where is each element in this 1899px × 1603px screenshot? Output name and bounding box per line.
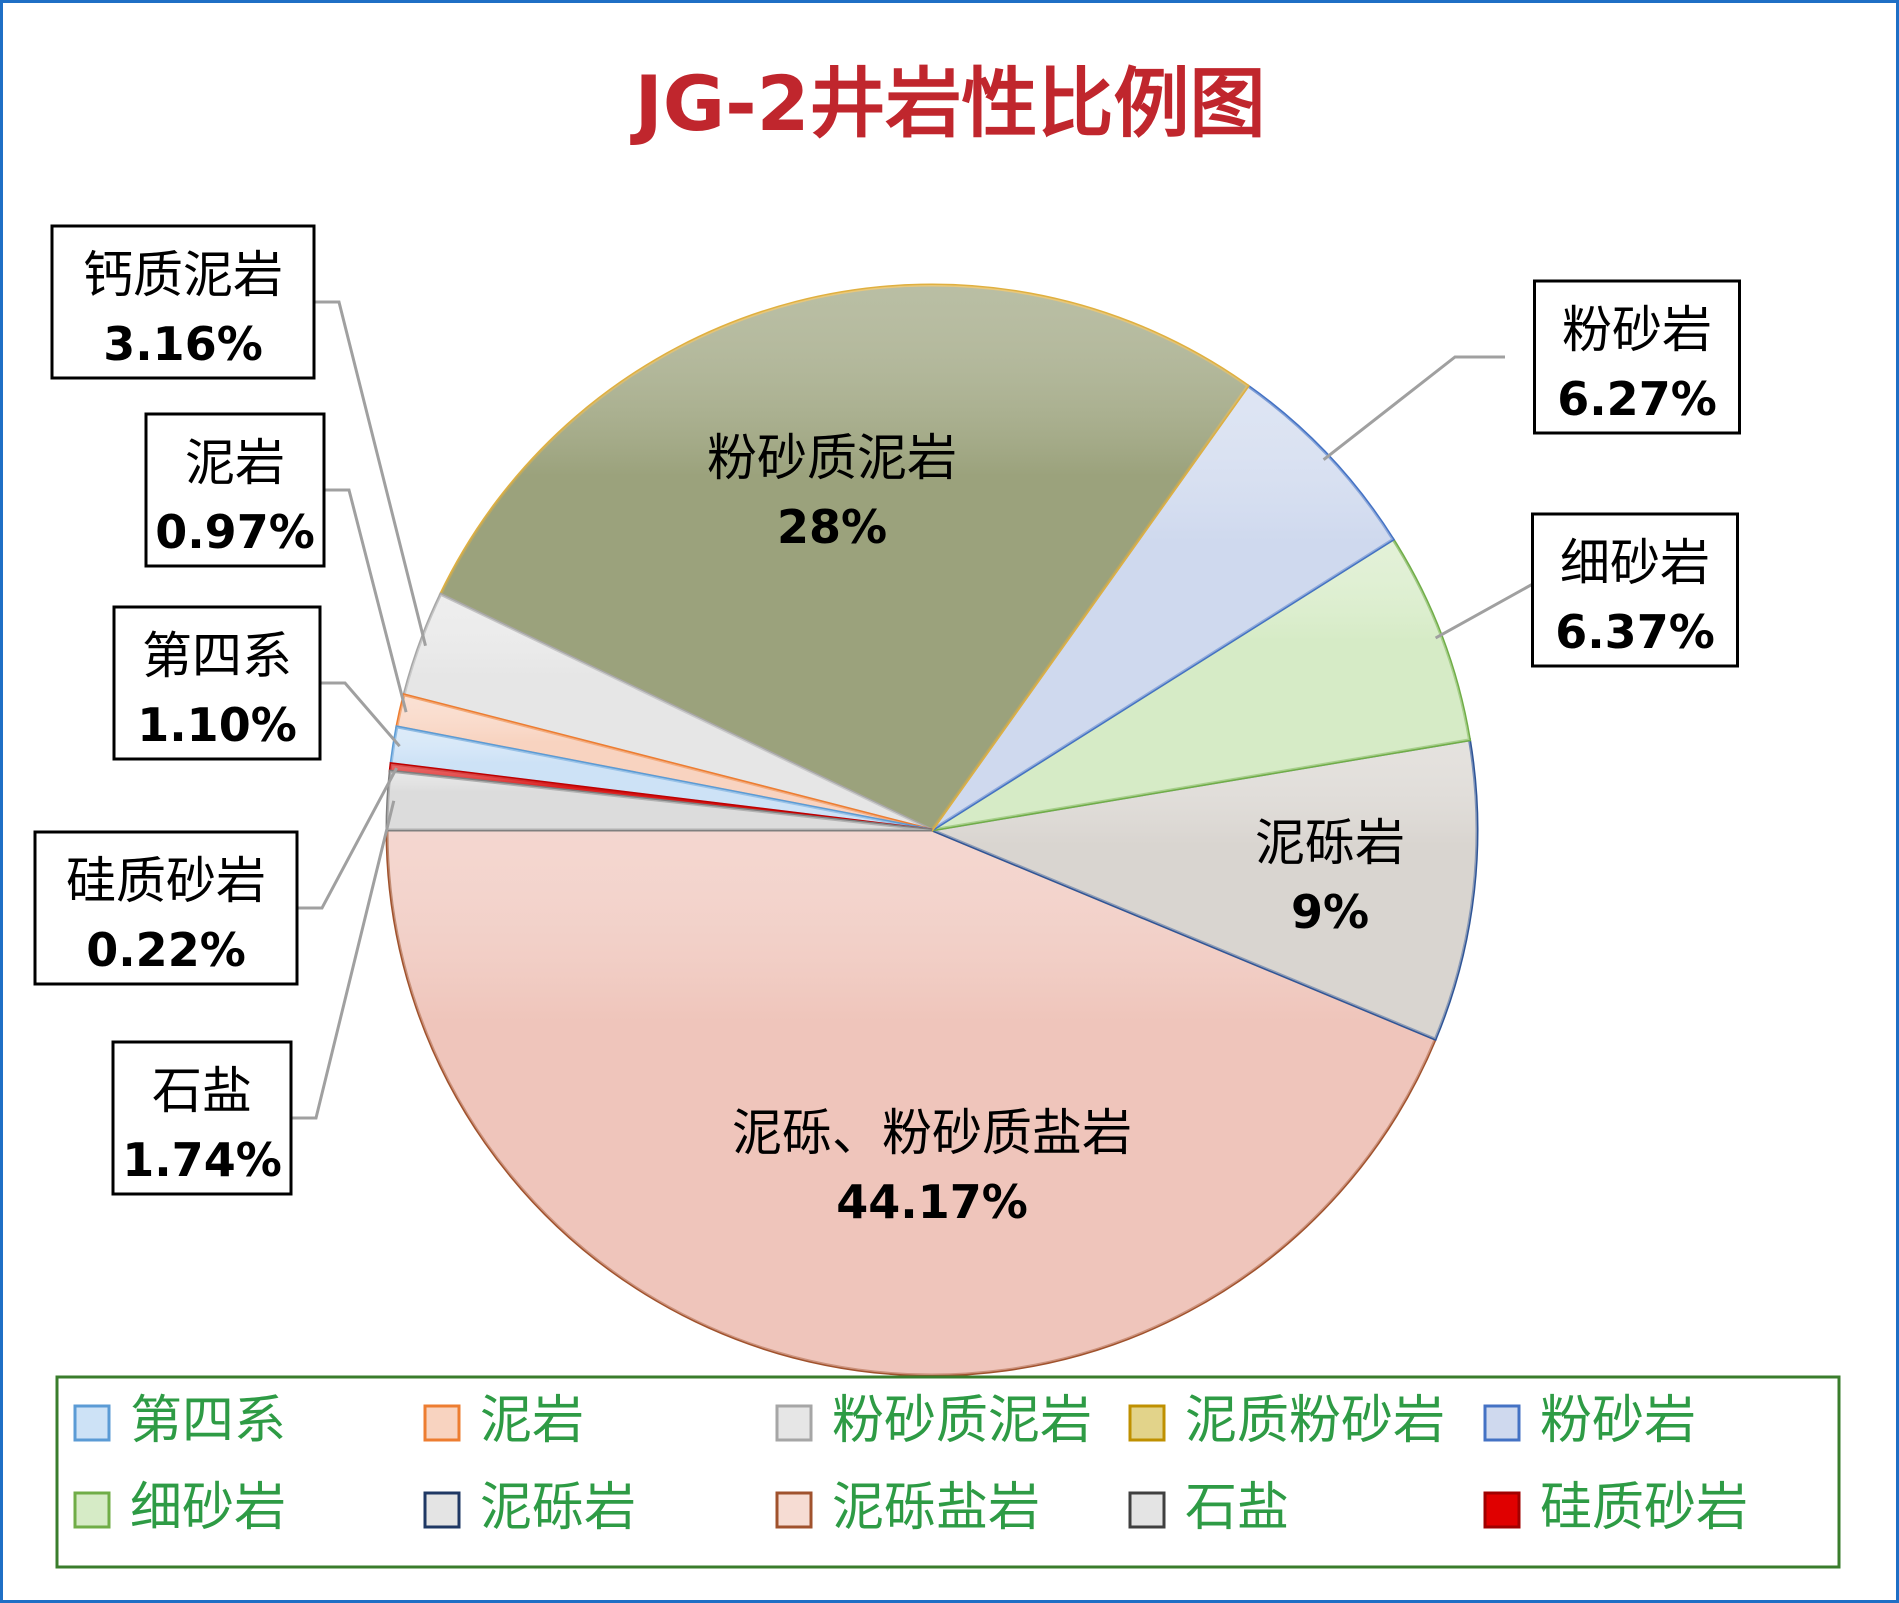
legend-label: 石盐 (1185, 1478, 1289, 1538)
slice-value-label: 1.10% (137, 698, 297, 752)
leader-line (1322, 355, 1505, 461)
slice-name-label: 第四系 (142, 627, 292, 685)
slice-labels: 泥砾、粉砂质盐岩 44.17% 泥砾岩 9% 细砂岩 6.37% 粉砂岩 6.27% 粉砂质泥岩… (33, 224, 1741, 1229)
slice-value-label: 28% (777, 500, 887, 554)
slice-name-label: 粉砂岩 (1562, 301, 1712, 359)
legend-item: 泥岩 (423, 1391, 584, 1451)
slice-label: 泥砾、粉砂质盐岩 44.17% (732, 1104, 1132, 1229)
legend-swatch (1128, 1491, 1166, 1529)
label-box (50, 224, 316, 380)
slice-label: 粉砂质泥岩 28% (707, 429, 957, 554)
slice-label: 粉砂岩 6.27% (1533, 279, 1741, 435)
slice-name-label: 钙质泥岩 (83, 246, 283, 304)
leader-line (291, 800, 396, 1120)
slice-name-label: 细砂岩 (1560, 534, 1710, 592)
slice-label: 钙质泥岩 3.16% (50, 224, 316, 380)
slice-name-label: 粉砂质泥岩 (707, 429, 957, 487)
legend-item: 石盐 (1128, 1478, 1289, 1538)
slice-label: 硅质砂岩 0.22% (33, 830, 299, 986)
leader-line (297, 767, 398, 910)
legend-box (55, 1375, 1841, 1569)
legend-item: 粉砂岩 (1483, 1391, 1696, 1451)
pie-slice-sheen (390, 763, 932, 830)
legend-item: 细砂岩 (73, 1478, 286, 1538)
legend-swatch (1483, 1404, 1521, 1442)
legend-item: 硅质砂岩 (1483, 1478, 1748, 1538)
legend-label: 第四系 (130, 1391, 286, 1451)
leader-line (314, 300, 427, 647)
pie-slice-sheen (932, 539, 1470, 830)
slice-label: 第四系 1.10% (112, 605, 322, 761)
legend-item: 泥砾盐岩 (775, 1478, 1040, 1538)
pie-slice-sheen (932, 739, 1478, 1040)
chart-title: JG-2井岩性比例图 (629, 59, 1265, 148)
legend-swatch (73, 1404, 111, 1442)
legend-label: 泥砾盐岩 (832, 1478, 1040, 1538)
label-box (144, 412, 326, 568)
slice-name-label: 石盐 (152, 1062, 252, 1120)
legend-swatch (423, 1491, 461, 1529)
leader-line (324, 488, 408, 713)
pie-slice-sheen (396, 694, 933, 830)
pie-slice-sheen (440, 285, 1248, 830)
legend-label: 泥砾岩 (480, 1478, 636, 1538)
slice-label: 石盐 1.74% (111, 1040, 293, 1196)
slice-name-label: 泥砾岩 (1255, 814, 1405, 872)
pie-slice-sheen (387, 771, 932, 830)
legend-label: 泥岩 (480, 1391, 584, 1451)
legend-item: 泥质粉砂岩 (1128, 1391, 1445, 1451)
legend-swatch (775, 1404, 813, 1442)
legend-swatch (1128, 1404, 1166, 1442)
legend-label: 细砂岩 (130, 1478, 286, 1538)
legend-swatch (1483, 1491, 1521, 1529)
slice-value-label: 0.97% (155, 505, 315, 559)
label-box (112, 605, 322, 761)
pie-slices (385, 283, 1479, 1377)
slice-value-label: 3.16% (103, 317, 263, 371)
legend-label: 泥质粉砂岩 (1185, 1391, 1445, 1451)
legend-label: 粉砂质泥岩 (832, 1391, 1092, 1451)
label-box (33, 830, 299, 986)
legend-item: 粉砂质泥岩 (775, 1391, 1092, 1451)
slice-label: 细砂岩 6.37% (1531, 512, 1739, 668)
legend-item: 泥砾岩 (423, 1478, 636, 1538)
pie-slice-sheen (932, 385, 1394, 830)
label-box (111, 1040, 293, 1196)
pie-slice-sheen (391, 726, 932, 830)
slice-name-label: 泥岩 (185, 434, 285, 492)
slice-label: 泥岩 0.97% (144, 412, 326, 568)
legend-label: 粉砂岩 (1540, 1391, 1696, 1451)
slice-value-label: 6.27% (1557, 372, 1717, 426)
legend-swatch (775, 1491, 813, 1529)
slice-value-label: 1.74% (122, 1133, 282, 1187)
slice-value-label: 6.37% (1555, 605, 1715, 659)
slice-name-label: 泥砾、粉砂质盐岩 (732, 1104, 1132, 1162)
label-box (1531, 512, 1739, 668)
slice-value-label: 44.17% (836, 1175, 1028, 1229)
pie-slice-sheen (404, 594, 932, 830)
slice-value-label: 9% (1291, 885, 1369, 939)
leader-line (320, 681, 401, 748)
pie-slice-sheen (387, 830, 1436, 1376)
legend-swatch (73, 1491, 111, 1529)
slice-label: 泥砾岩 9% (1255, 814, 1405, 939)
label-box (1533, 279, 1741, 435)
slice-name-label: 硅质砂岩 (66, 852, 266, 910)
slice-value-label: 0.22% (86, 923, 246, 977)
legend-item: 第四系 (73, 1391, 286, 1451)
legend-swatch (423, 1404, 461, 1442)
legend-label: 硅质砂岩 (1540, 1478, 1748, 1538)
